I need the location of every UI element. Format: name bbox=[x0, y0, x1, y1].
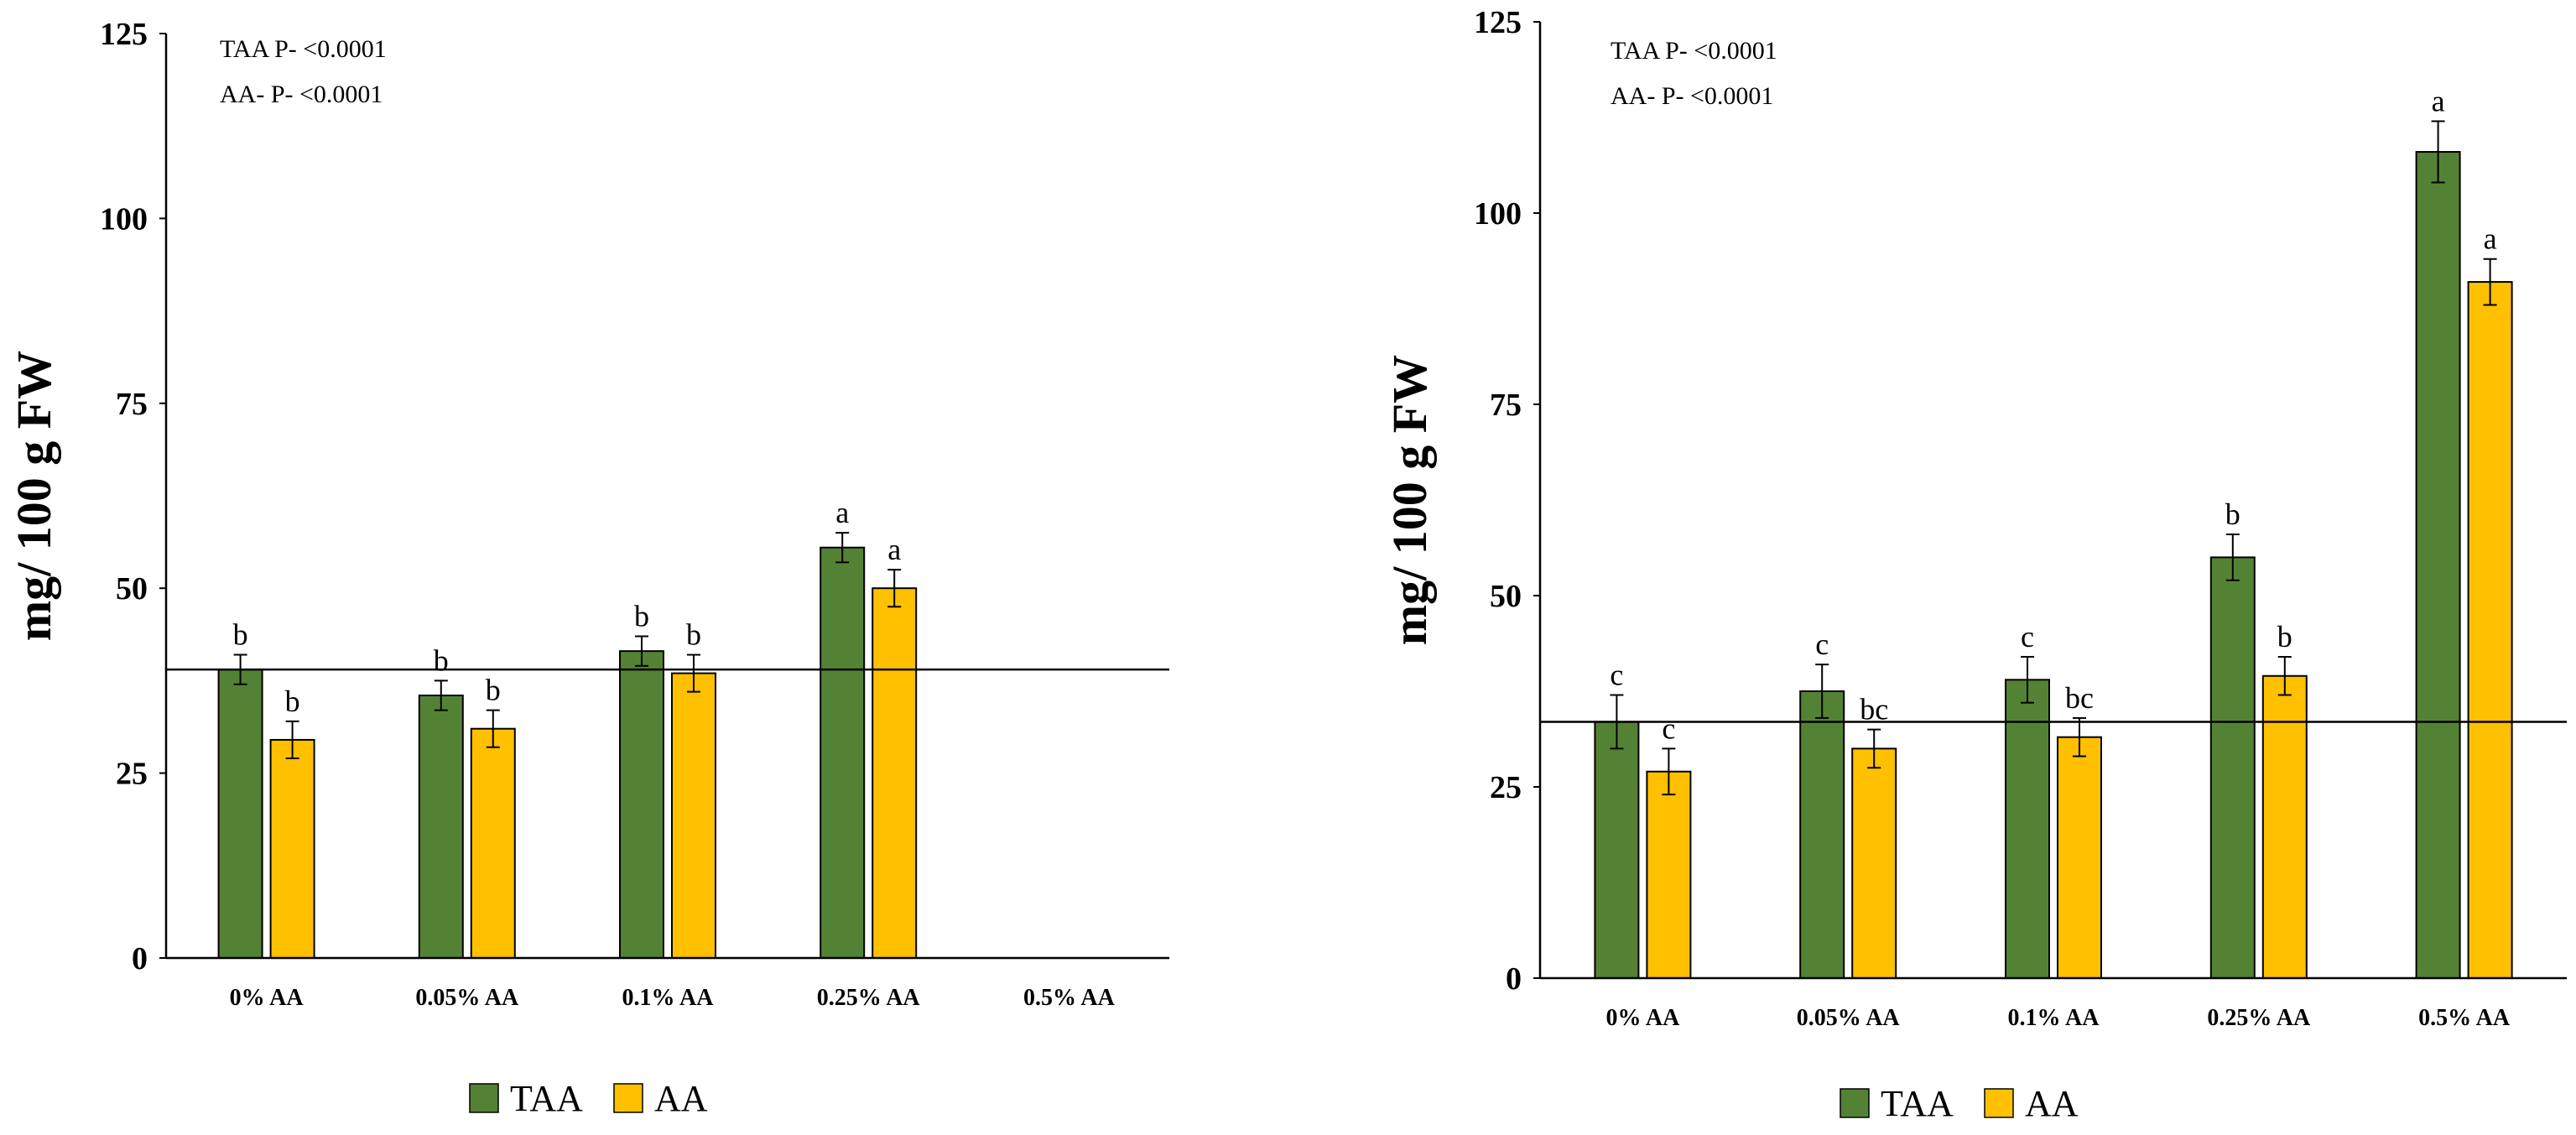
x-category-label: 0.05% AA bbox=[1797, 1005, 1901, 1031]
legend: TAA AA bbox=[1840, 1083, 2079, 1124]
taa-bar-2 bbox=[418, 695, 464, 959]
y-tick-label: 50 bbox=[1490, 579, 1522, 614]
y-tick-label: 0 bbox=[1506, 961, 1522, 997]
aa-bar-1 bbox=[269, 738, 315, 959]
taa-bar-1 bbox=[217, 669, 263, 960]
y-tick-label: 125 bbox=[100, 17, 148, 52]
legend-label: AA bbox=[654, 1078, 708, 1119]
significance-letter: b bbox=[634, 600, 649, 633]
taa-bar-2 bbox=[1799, 690, 1845, 979]
taa-bar-5 bbox=[2415, 151, 2461, 980]
legend-swatch-aa bbox=[1984, 1088, 2014, 1118]
x-category-label: 0.5% AA bbox=[1023, 985, 1116, 1011]
significance-letter: c bbox=[1610, 659, 1623, 692]
y-tick-label: 75 bbox=[116, 387, 148, 422]
y-tick-label: 75 bbox=[1490, 388, 1522, 423]
y-tick-label: 100 bbox=[100, 201, 148, 237]
aa-bar-3 bbox=[671, 672, 716, 959]
significance-letter: b bbox=[686, 618, 701, 652]
x-category-label: 0.05% AA bbox=[415, 985, 519, 1011]
taa-bar-3 bbox=[619, 650, 664, 959]
significance-letter: a bbox=[887, 533, 901, 566]
aa-bar-2 bbox=[1851, 747, 1897, 980]
y-tick-label: 25 bbox=[116, 757, 148, 792]
chart-panel-1: 0 25 50 75 100 125 mg/ 100 g FW TAA P- <0.0001 A… bbox=[7, 17, 1169, 1119]
x-category-label: 0.5% AA bbox=[2418, 1005, 2511, 1031]
significance-letter: b bbox=[2277, 620, 2292, 653]
significance-letter: b bbox=[434, 643, 449, 677]
chart-panel-2: 0 25 50 75 100 125 mg/ 100 g FW TAA P- <0.0001 A… bbox=[1382, 5, 2567, 1124]
taa-bar-4 bbox=[820, 546, 866, 959]
significance-letter: b bbox=[486, 674, 501, 707]
significance-letter: a bbox=[835, 496, 849, 529]
x-category-label: 0% AA bbox=[1605, 1005, 1680, 1031]
significance-letter: c bbox=[1815, 627, 1829, 661]
legend-label: TAA bbox=[510, 1078, 583, 1119]
significance-letter: a bbox=[2432, 85, 2445, 118]
legend: TAA AA bbox=[469, 1078, 708, 1119]
legend-swatch-aa bbox=[613, 1083, 643, 1113]
p-value-annotation: AA- P- <0.0001 bbox=[220, 81, 382, 108]
legend-label: AA bbox=[2025, 1083, 2079, 1124]
significance-letter: b bbox=[2225, 497, 2240, 531]
x-category-label: 0.1% AA bbox=[2008, 1005, 2100, 1031]
significance-letter: a bbox=[2484, 222, 2497, 256]
aa-bar-4 bbox=[2261, 674, 2308, 979]
x-category-label: 0.1% AA bbox=[622, 985, 715, 1011]
significance-letter: b bbox=[233, 618, 248, 652]
y-tick-label: 0 bbox=[132, 941, 148, 976]
y-tick-label: 100 bbox=[1474, 196, 1522, 232]
significance-letter: b bbox=[285, 685, 300, 718]
aa-bar-5 bbox=[2467, 281, 2513, 979]
significance-letter: c bbox=[2021, 620, 2034, 653]
aa-bar-1 bbox=[1646, 770, 1692, 980]
legend-label: TAA bbox=[1881, 1083, 1954, 1124]
significance-letter: bc bbox=[1860, 693, 1888, 726]
x-category-label: 0.25% AA bbox=[2207, 1005, 2311, 1031]
p-value-annotation: TAA P- <0.0001 bbox=[1611, 37, 1777, 65]
aa-bar-4 bbox=[872, 587, 918, 959]
significance-letter: c bbox=[1662, 711, 1675, 745]
y-axis-label: mg/ 100 g FW bbox=[7, 351, 61, 641]
aa-bar-2 bbox=[470, 727, 516, 959]
y-axis-label: mg/ 100 g FW bbox=[1382, 355, 1437, 645]
legend-swatch-taa bbox=[469, 1083, 499, 1113]
p-value-annotation: AA- P- <0.0001 bbox=[1611, 82, 1773, 110]
x-category-label: 0.25% AA bbox=[817, 985, 921, 1011]
y-tick-label: 25 bbox=[1490, 770, 1522, 805]
taa-bar-1 bbox=[1594, 721, 1640, 979]
taa-bar-4 bbox=[2209, 556, 2256, 980]
taa-bar-3 bbox=[2005, 679, 2050, 979]
significance-letter: bc bbox=[2065, 681, 2094, 715]
x-category-label: 0% AA bbox=[230, 985, 304, 1011]
p-value-annotation: TAA P- <0.0001 bbox=[220, 35, 387, 63]
legend-swatch-taa bbox=[1840, 1088, 1870, 1118]
y-tick-label: 50 bbox=[116, 571, 148, 607]
aa-bar-3 bbox=[2057, 736, 2102, 979]
y-tick-label: 125 bbox=[1474, 5, 1522, 40]
